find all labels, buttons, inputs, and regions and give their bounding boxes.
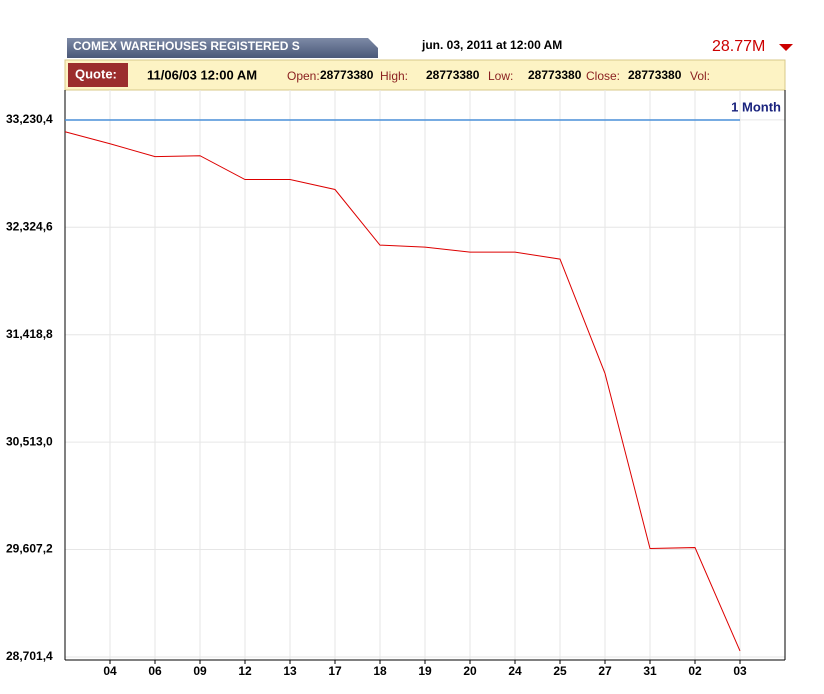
x-tick-label: 24 bbox=[508, 664, 522, 678]
x-tick-label: 20 bbox=[463, 664, 477, 678]
y-tick-label: 32,324,6 bbox=[6, 219, 53, 233]
high-label: High: bbox=[380, 69, 408, 83]
x-tick-label: 25 bbox=[553, 664, 567, 678]
x-tick-label: 19 bbox=[418, 664, 432, 678]
x-tick-label: 03 bbox=[733, 664, 747, 678]
open-label: Open: bbox=[287, 69, 320, 83]
y-tick-label: 31,418,8 bbox=[6, 327, 53, 341]
y-tick-label: 30,513,0 bbox=[6, 434, 53, 448]
close-value: 28773380 bbox=[628, 68, 682, 82]
down-arrow bbox=[779, 44, 793, 51]
x-tick-label: 09 bbox=[193, 664, 207, 678]
x-tick-label: 17 bbox=[328, 664, 342, 678]
x-tick-label: 12 bbox=[238, 664, 252, 678]
chart-title: COMEX WAREHOUSES REGISTERED S bbox=[73, 39, 300, 53]
y-tick-label: 29,607,2 bbox=[6, 542, 53, 556]
y-tick-label: 33,230,4 bbox=[6, 112, 53, 126]
close-label: Close: bbox=[586, 69, 620, 83]
x-tick-label: 02 bbox=[688, 664, 702, 678]
quote-label: Quote: bbox=[75, 66, 117, 81]
low-value: 28773380 bbox=[528, 68, 582, 82]
open-value: 28773380 bbox=[320, 68, 374, 82]
data-line bbox=[64, 131, 741, 652]
period-label: 1 Month bbox=[731, 99, 781, 114]
x-tick-label: 04 bbox=[103, 664, 117, 678]
quote-bar bbox=[64, 59, 786, 91]
vol-label: Vol: bbox=[690, 69, 710, 83]
date: jun. 03, 2011 at 12:00 AM bbox=[421, 38, 562, 52]
low-label: Low: bbox=[488, 69, 513, 83]
last-value: 28.77M bbox=[712, 38, 765, 55]
quote-date: 11/06/03 12:00 AM bbox=[147, 67, 257, 82]
quote-badge bbox=[68, 63, 128, 87]
title-tab bbox=[67, 38, 378, 58]
x-tick-label: 13 bbox=[283, 664, 297, 678]
x-tick-label: 27 bbox=[598, 664, 612, 678]
x-tick-label: 06 bbox=[148, 664, 162, 678]
y-tick-label: 28,701,4 bbox=[6, 649, 53, 663]
high-value: 28773380 bbox=[426, 68, 480, 82]
x-tick-label: 18 bbox=[373, 664, 387, 678]
x-tick-label: 31 bbox=[643, 664, 657, 678]
